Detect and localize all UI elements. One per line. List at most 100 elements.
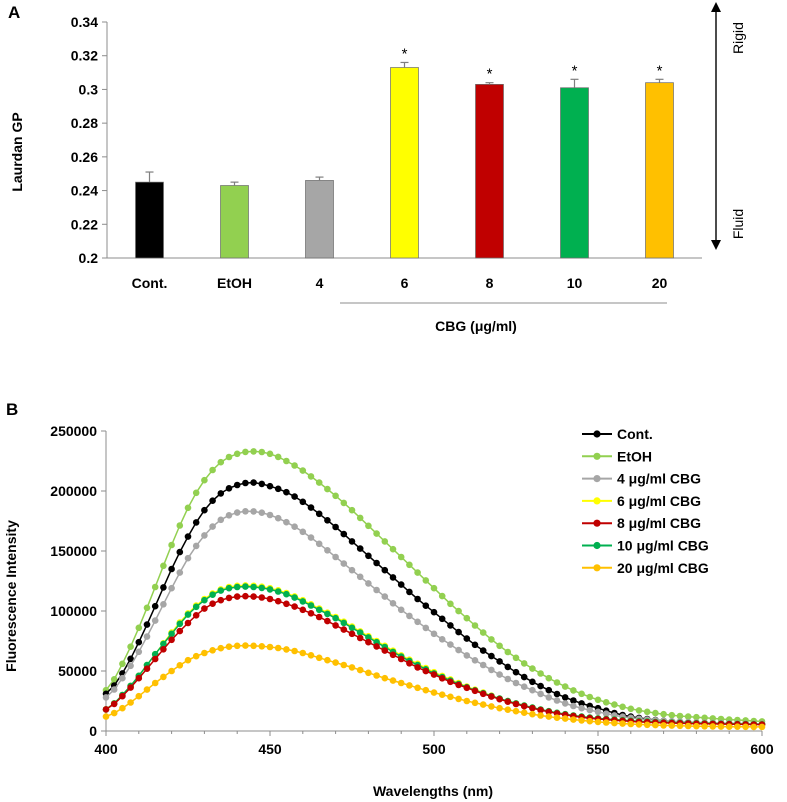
panel-a-bar (560, 87, 589, 259)
series-point (315, 510, 323, 518)
series-point (365, 552, 372, 560)
series-point (488, 652, 495, 660)
series-point (233, 583, 241, 591)
series-point (250, 448, 257, 455)
series-point (291, 462, 298, 469)
series-point (389, 600, 397, 607)
series-point (537, 682, 544, 690)
series-point (340, 499, 348, 507)
series-point (537, 712, 544, 719)
series-point (168, 565, 175, 573)
series-point (201, 605, 208, 612)
series-point (274, 453, 282, 461)
series-point (373, 672, 380, 679)
series-point (324, 656, 331, 664)
series-point (561, 700, 569, 707)
series-point (209, 600, 216, 607)
series-point (520, 673, 528, 681)
series-point (529, 665, 536, 672)
series-point (570, 716, 577, 723)
series-point (471, 699, 479, 707)
series-point (373, 586, 380, 594)
series-point (619, 703, 626, 711)
series-point (258, 643, 266, 650)
series-point (242, 592, 249, 600)
series-point (504, 663, 512, 671)
series-point (135, 624, 143, 632)
series-point (209, 523, 216, 530)
panel-b-legend: Cont. EtOH 4 μg/ml CBG 6 μg/ml CBG 8 μg/ml C… (582, 426, 709, 576)
series-point (233, 642, 241, 650)
panel-a-y-tick-label: 0.2 (79, 250, 99, 266)
series-point (537, 690, 544, 698)
series-point (373, 643, 380, 650)
series-point (283, 646, 290, 653)
legend-marker (593, 541, 601, 550)
series-point (365, 634, 372, 641)
series-point (438, 636, 446, 643)
series-point (266, 511, 274, 519)
series-point (160, 646, 167, 653)
series-point (332, 622, 339, 629)
series-point (225, 643, 233, 650)
series-point (430, 608, 438, 616)
series-point (627, 720, 635, 728)
series-point (151, 583, 159, 591)
series-point (611, 719, 618, 727)
series-point (250, 642, 257, 650)
panel-a-x-tick-label: EtOH (217, 275, 252, 291)
series-point (496, 704, 503, 712)
series-point (151, 679, 159, 687)
series-point (324, 610, 331, 618)
series-point (225, 453, 233, 461)
series-point (332, 553, 339, 561)
series-point (250, 583, 257, 591)
panel-a-significance-star: * (402, 45, 408, 62)
series-point (119, 704, 126, 712)
series-point (365, 580, 372, 587)
series-point (299, 649, 307, 657)
series-point (119, 674, 126, 682)
series-point (701, 714, 708, 722)
series-point (225, 594, 233, 602)
series-point (299, 498, 307, 506)
series-point (315, 479, 323, 486)
series-point (348, 624, 356, 632)
panel-a-y-tick-label: 0.32 (71, 48, 98, 64)
series-point (463, 684, 471, 692)
legend-marker (593, 430, 601, 438)
series-point (676, 712, 684, 720)
legend-marker (593, 519, 601, 527)
series-point (430, 630, 438, 638)
series-point (455, 607, 462, 615)
series-point (168, 636, 175, 644)
panel-a-bar (475, 84, 504, 259)
series-point (233, 450, 241, 458)
series-point (209, 466, 216, 474)
series-point (389, 545, 397, 553)
series-point (488, 666, 495, 674)
series-point (414, 664, 421, 671)
series-point (512, 668, 520, 676)
series-point (422, 667, 430, 675)
series-point (233, 481, 241, 489)
series-point (447, 641, 454, 648)
series-point (520, 660, 528, 667)
series-point (119, 692, 126, 700)
panel-a-x-tick-label: 6 (401, 275, 409, 291)
series-point (438, 675, 446, 682)
series-point (242, 642, 249, 649)
series-point (496, 642, 503, 650)
series-point (422, 686, 430, 694)
series-point (348, 538, 356, 545)
panel-a-x-tick-label: 8 (486, 275, 494, 291)
panel-b-y-tick-label: 50000 (58, 663, 97, 679)
series-point (488, 636, 495, 643)
series-point (348, 630, 356, 638)
series-point (389, 651, 397, 659)
series-point (324, 517, 331, 524)
series-point (463, 635, 471, 642)
series-point (570, 702, 577, 710)
series-point (274, 588, 282, 595)
